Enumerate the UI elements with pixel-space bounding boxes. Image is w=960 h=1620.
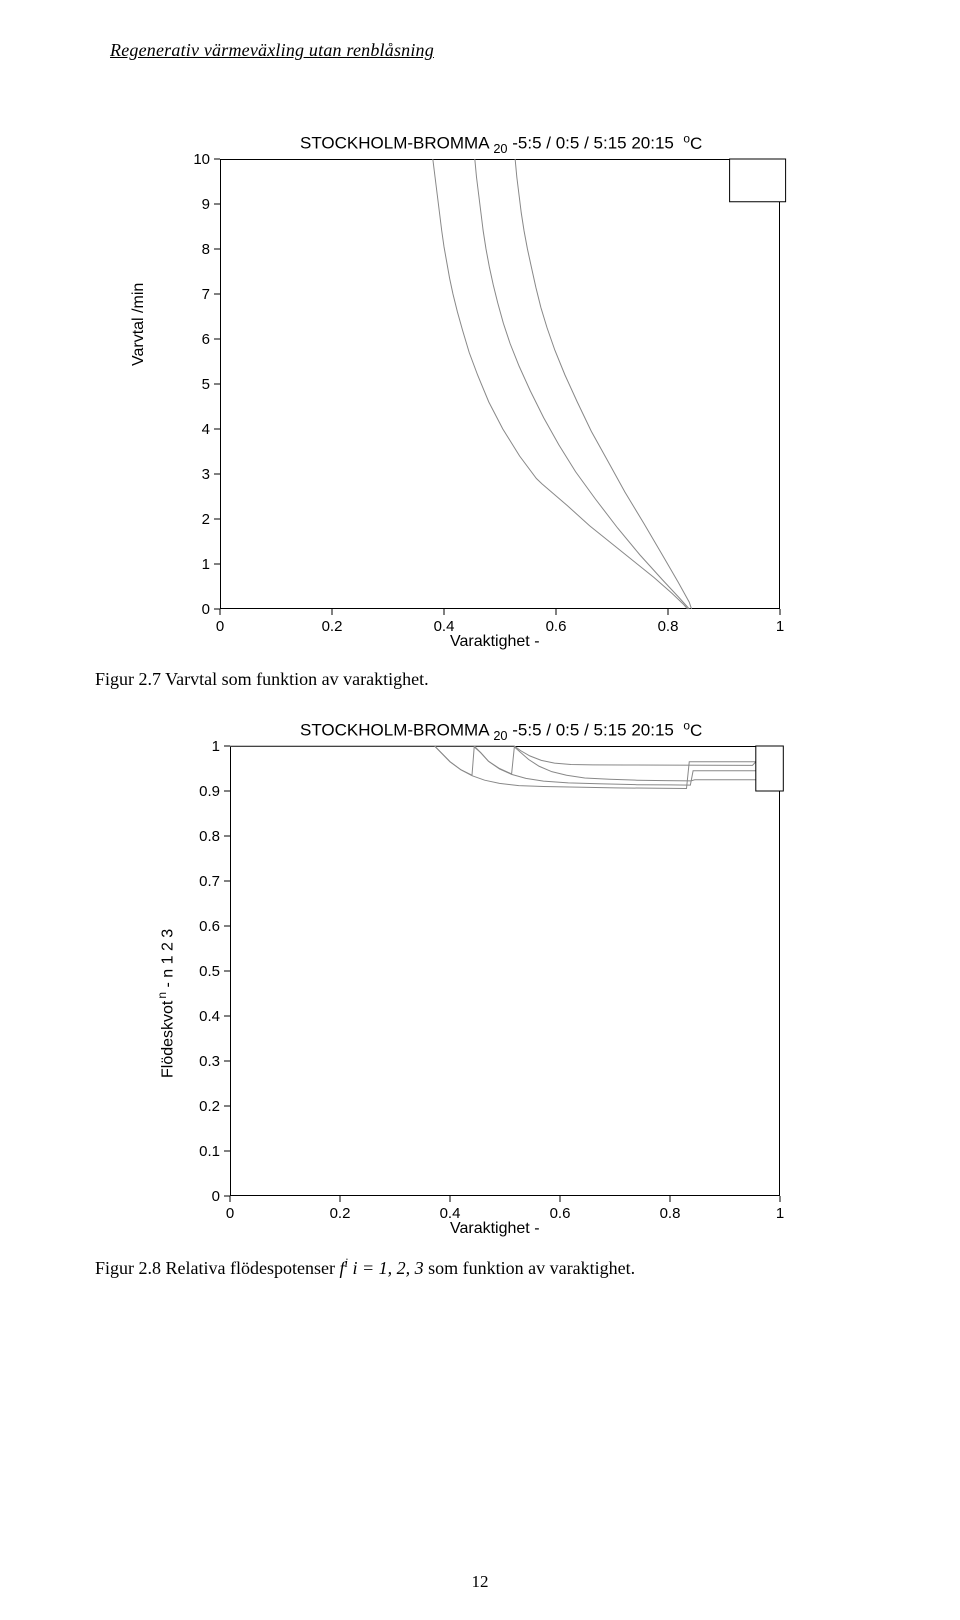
- page: Regenerativ värmeväxling utan renblåsnin…: [0, 0, 960, 1620]
- svg-text:0.2: 0.2: [199, 1098, 220, 1115]
- svg-text:0.2: 0.2: [322, 618, 343, 635]
- page-number: 12: [0, 1572, 960, 1592]
- svg-text:0.8: 0.8: [660, 1205, 681, 1222]
- svg-text:1: 1: [212, 738, 220, 755]
- svg-text:0.6: 0.6: [550, 1205, 571, 1222]
- svg-text:9: 9: [202, 196, 210, 213]
- svg-text:0: 0: [216, 618, 224, 635]
- svg-text:0.3: 0.3: [199, 1053, 220, 1070]
- svg-text:0.4: 0.4: [199, 1008, 220, 1025]
- svg-text:6: 6: [202, 331, 210, 348]
- svg-text:2: 2: [202, 511, 210, 528]
- svg-text:0: 0: [212, 1188, 220, 1205]
- svg-text:3: 3: [202, 466, 210, 483]
- svg-text:0: 0: [202, 601, 210, 618]
- svg-text:0.2: 0.2: [330, 1205, 351, 1222]
- chart-flodeskvot: STOCKHOLM-BROMMA 20 -5:5 / 0:5 / 5:15 20…: [150, 718, 790, 1248]
- svg-text:0.1: 0.1: [199, 1143, 220, 1160]
- svg-text:0.8: 0.8: [658, 618, 679, 635]
- svg-text:4: 4: [202, 421, 210, 438]
- chart-varvtal: STOCKHOLM-BROMMA 20 -5:5 / 0:5 / 5:15 20…: [150, 131, 790, 661]
- svg-text:0.8: 0.8: [199, 828, 220, 845]
- svg-text:0.9: 0.9: [199, 783, 220, 800]
- svg-text:0.7: 0.7: [199, 873, 220, 890]
- chart2-svg: 00.20.40.60.8100.10.20.30.40.50.60.70.80…: [150, 718, 790, 1248]
- chart1-xlabel: Varaktighet -: [450, 633, 540, 651]
- chart1-ylabel: Varvtal /min: [130, 283, 148, 366]
- svg-text:10: 10: [193, 151, 210, 168]
- svg-text:0.6: 0.6: [199, 918, 220, 935]
- running-head: Regenerativ värmeväxling utan renblåsnin…: [110, 40, 870, 61]
- svg-text:1: 1: [776, 618, 784, 635]
- chart2-ylabel: Flödeskvotn - n 1 2 3: [155, 929, 177, 1078]
- chart2-xlabel: Varaktighet -: [450, 1220, 540, 1238]
- chart1-svg: 00.20.40.60.81012345678910: [150, 131, 790, 661]
- svg-text:1: 1: [202, 556, 210, 573]
- caption-fig2-7: Figur 2.7 Varvtal som funktion av varakt…: [95, 669, 870, 690]
- svg-text:5: 5: [202, 376, 210, 393]
- svg-text:0: 0: [226, 1205, 234, 1222]
- svg-text:1: 1: [776, 1205, 784, 1222]
- svg-text:7: 7: [202, 286, 210, 303]
- caption-fig2-8: Figur 2.8 Relativa flödespotenser fi i =…: [95, 1256, 870, 1279]
- svg-text:0.5: 0.5: [199, 963, 220, 980]
- svg-text:8: 8: [202, 241, 210, 258]
- svg-text:0.6: 0.6: [546, 618, 567, 635]
